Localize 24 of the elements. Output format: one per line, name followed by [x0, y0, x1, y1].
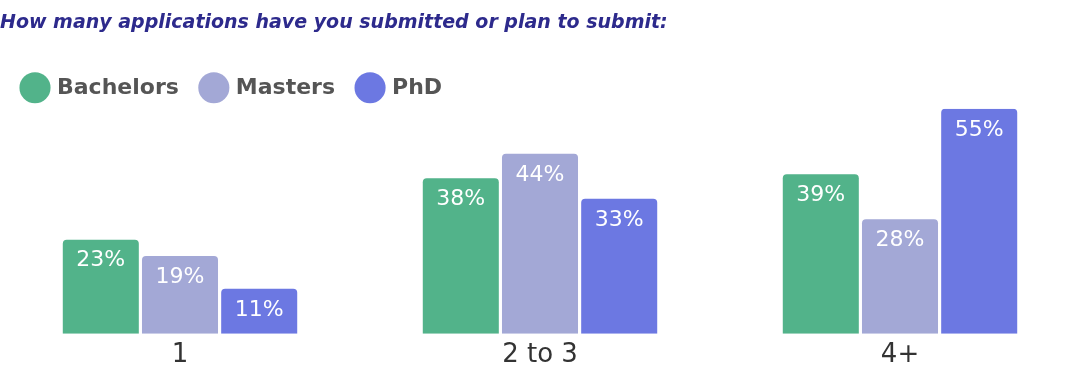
data-label: 38%	[436, 185, 486, 211]
chart-title: How many applications have you submitted or plan to submit:	[0, 10, 668, 33]
bar	[782, 174, 859, 334]
x-tick-label: 1	[171, 338, 189, 369]
data-label: 11%	[234, 295, 284, 321]
legend-label: Bachelors	[57, 73, 179, 99]
legend-label: Masters	[235, 73, 336, 99]
bar	[422, 178, 499, 334]
x-tick-label: 2 to 3	[502, 338, 578, 369]
bar	[581, 198, 658, 334]
legend-label: PhD	[392, 73, 443, 99]
bar	[62, 239, 139, 334]
data-label: 19%	[155, 262, 205, 288]
bar	[941, 108, 1018, 334]
data-label: 23%	[76, 246, 126, 272]
bar	[861, 219, 939, 334]
x-tick-label: 4+	[880, 338, 920, 369]
bar	[141, 256, 219, 334]
data-label: 44%	[515, 160, 565, 186]
data-label: 55%	[954, 115, 1004, 141]
bar	[501, 153, 579, 334]
data-label: 28%	[875, 225, 925, 251]
data-label: 33%	[594, 205, 644, 231]
data-label: 39%	[796, 180, 846, 206]
